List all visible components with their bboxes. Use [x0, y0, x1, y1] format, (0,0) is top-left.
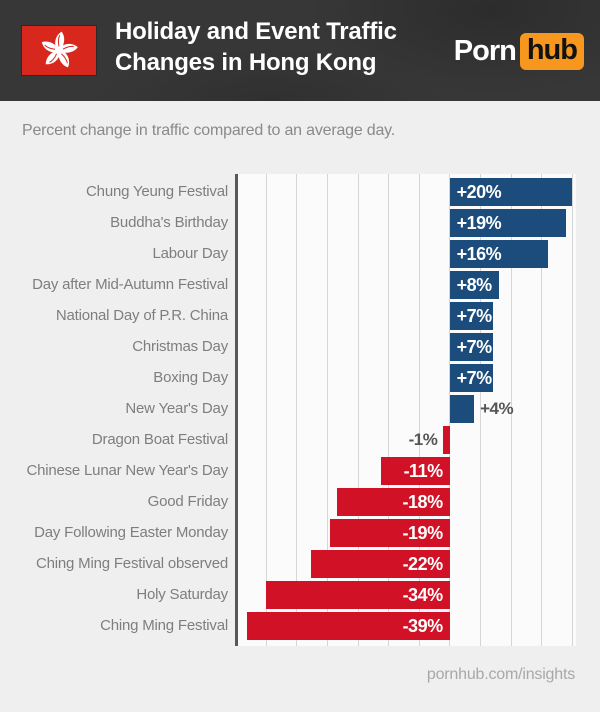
header-banner: Holiday and Event Traffic Changes in Hon…: [0, 0, 600, 101]
page-title-line2: Changes in Hong Kong: [115, 49, 377, 76]
gridline: [326, 174, 328, 646]
value-label: +19%: [456, 213, 502, 233]
gridline: [510, 174, 512, 646]
gridline: [572, 174, 574, 646]
value-label: -18%: [402, 492, 444, 512]
category-label: Boxing Day: [153, 369, 228, 386]
hong-kong-flag-icon: [22, 26, 96, 75]
value-label: -11%: [403, 461, 444, 481]
gridline: [357, 174, 359, 646]
value-label: -19%: [402, 523, 444, 543]
bar-positive: +7%: [449, 333, 493, 361]
value-label: +7%: [456, 337, 493, 357]
page-title: Holiday and Event Traffic Changes in Hon…: [115, 16, 397, 78]
bar-negative: -11%: [380, 457, 450, 485]
source-link: pornhub.com/insights: [426, 666, 575, 683]
bar-positive: [449, 395, 475, 423]
bar-negative: -18%: [336, 488, 450, 516]
gridline: [418, 174, 420, 646]
value-label: +7%: [456, 306, 493, 326]
bar-negative: -22%: [311, 550, 450, 578]
y-axis-line: [235, 174, 238, 646]
gridline: [480, 174, 482, 646]
bar-positive: +7%: [449, 364, 493, 392]
value-label: +16%: [456, 244, 502, 264]
chart-subtitle: Percent change in traffic compared to an…: [22, 122, 396, 139]
value-label: +20%: [456, 182, 502, 202]
category-label: Ching Ming Festival: [100, 617, 228, 634]
category-label: Dragon Boat Festival: [91, 431, 228, 448]
category-label: Day after Mid-Autumn Festival: [32, 276, 228, 293]
value-label: +8%: [456, 275, 493, 295]
bar-positive: +20%: [449, 178, 573, 206]
value-label: +7%: [456, 368, 493, 388]
bar-chart: Chung Yeung Festival +20% Buddha's Birthda…: [0, 174, 600, 646]
value-label: -39%: [402, 616, 444, 636]
gridline: [265, 174, 267, 646]
category-label: Chung Yeung Festival: [86, 183, 228, 200]
gridline: [388, 174, 390, 646]
bar-negative: -39%: [246, 612, 450, 640]
category-label: Christmas Day: [132, 338, 228, 355]
gridline: [541, 174, 543, 646]
logo-text-hub: hub: [519, 33, 584, 70]
category-label: Labour Day: [152, 245, 228, 262]
category-label: Ching Ming Festival observed: [36, 555, 228, 572]
category-label: New Year's Day: [125, 400, 228, 417]
category-label: Chinese Lunar New Year's Day: [26, 462, 228, 479]
pornhub-logo: Porn hub: [454, 33, 584, 70]
bar-negative: [443, 426, 450, 454]
bar-negative: -19%: [330, 519, 450, 547]
category-label: Buddha's Birthday: [110, 214, 228, 231]
gridline: [296, 174, 298, 646]
bar-negative: -34%: [265, 581, 450, 609]
category-label: National Day of P.R. China: [55, 307, 228, 324]
category-label: Holy Saturday: [136, 586, 228, 603]
page-title-line1: Holiday and Event Traffic: [115, 18, 397, 45]
bar-positive: +19%: [449, 209, 567, 237]
value-label: -34%: [402, 585, 444, 605]
logo-text-porn: Porn: [453, 35, 517, 67]
category-label: Day Following Easter Monday: [34, 524, 228, 541]
bar-positive: +16%: [449, 240, 548, 268]
bar-positive: +8%: [449, 271, 499, 299]
value-label: -22%: [402, 554, 444, 574]
value-label: -1%: [408, 430, 438, 449]
value-label: +4%: [480, 399, 514, 418]
category-label: Good Friday: [147, 493, 229, 510]
bar-positive: +7%: [449, 302, 493, 330]
